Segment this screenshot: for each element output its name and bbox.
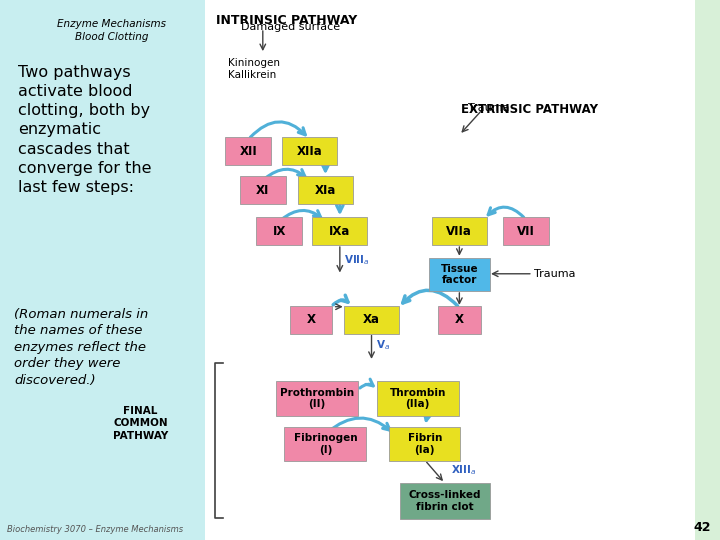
Text: Fibrin
(Ia): Fibrin (Ia) [408,433,442,455]
FancyBboxPatch shape [256,217,302,245]
Text: VIII$_a$: VIII$_a$ [344,253,370,267]
Text: XII: XII [240,145,257,158]
FancyBboxPatch shape [282,137,337,165]
Text: IXa: IXa [329,225,351,238]
Text: X: X [307,313,315,326]
Text: Thrombin
(IIa): Thrombin (IIa) [390,388,446,409]
Text: XI: XI [256,184,269,197]
Text: FINAL
COMMON
PATHWAY: FINAL COMMON PATHWAY [113,406,168,441]
FancyBboxPatch shape [438,306,481,334]
FancyBboxPatch shape [276,381,358,416]
FancyBboxPatch shape [289,306,332,334]
FancyBboxPatch shape [432,217,487,245]
Text: XIIa: XIIa [297,145,323,158]
Text: XIa: XIa [315,184,336,197]
FancyBboxPatch shape [503,217,549,245]
Text: Biochemistry 3070 – Enzyme Mechanisms: Biochemistry 3070 – Enzyme Mechanisms [7,524,184,534]
Text: IX: IX [273,225,286,238]
FancyBboxPatch shape [225,137,271,165]
FancyBboxPatch shape [240,176,286,204]
Text: EXTRINSIC PATHWAY: EXTRINSIC PATHWAY [461,103,598,116]
FancyBboxPatch shape [312,217,367,245]
Text: INTRINSIC PATHWAY: INTRINSIC PATHWAY [216,14,357,26]
Text: Trauma: Trauma [468,103,510,113]
Text: Xa: Xa [363,313,380,326]
Text: Two pathways
activate blood
clotting, both by
enzymatic
cascades that
converge f: Two pathways activate blood clotting, bo… [18,65,151,195]
Text: 42: 42 [694,521,711,534]
Text: Tissue
factor: Tissue factor [441,264,478,285]
FancyBboxPatch shape [344,306,399,334]
FancyBboxPatch shape [389,427,461,461]
Text: V$_a$: V$_a$ [376,339,390,353]
Text: Trauma: Trauma [534,269,576,279]
Text: (Roman numerals in
the names of these
enzymes reflect the
order they were
discov: (Roman numerals in the names of these en… [14,308,148,387]
FancyBboxPatch shape [298,176,353,204]
FancyBboxPatch shape [284,427,366,461]
Text: XIII$_a$: XIII$_a$ [451,463,477,477]
Text: Damaged surface: Damaged surface [241,22,341,32]
FancyBboxPatch shape [400,483,490,519]
FancyBboxPatch shape [377,381,459,416]
Text: Cross-linked
fibrin clot: Cross-linked fibrin clot [409,490,481,512]
Text: Prothrombin
(II): Prothrombin (II) [280,388,354,409]
Text: VIIa: VIIa [446,225,472,238]
Text: Enzyme Mechanisms
Blood Clotting: Enzyme Mechanisms Blood Clotting [57,19,166,42]
Text: Fibrinogen
(I): Fibrinogen (I) [294,433,357,455]
Text: X: X [455,313,464,326]
Text: VII: VII [517,225,534,238]
Text: Kininogen
Kallikrein: Kininogen Kallikrein [228,58,280,80]
FancyBboxPatch shape [429,258,490,291]
